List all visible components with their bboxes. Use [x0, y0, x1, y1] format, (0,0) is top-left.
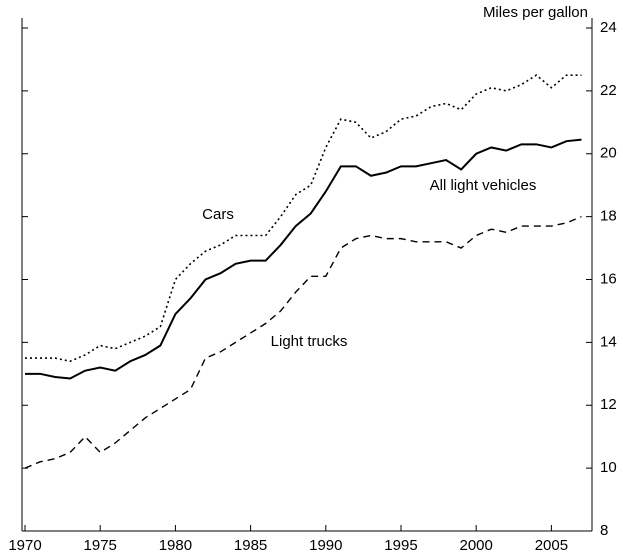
x-tick-label: 1990 — [309, 537, 342, 554]
series-line — [24, 215, 582, 469]
series-label: Cars — [202, 206, 234, 223]
y-tick-label: 22 — [600, 82, 617, 99]
x-tick-label: 1995 — [384, 537, 417, 554]
y-tick-label: 8 — [600, 522, 608, 539]
x-tick-label: 1980 — [159, 537, 192, 554]
series-line — [25, 138, 582, 380]
x-tick-label: 1985 — [234, 537, 267, 554]
y-tick-label: 14 — [600, 333, 617, 350]
series-label: All light vehicles — [430, 177, 537, 194]
y-tick-label: 20 — [600, 145, 617, 162]
x-tick-label: 2000 — [460, 537, 493, 554]
y-axis-label: Miles per gallon — [483, 4, 588, 21]
y-tick-label: 24 — [600, 19, 617, 36]
y-tick-label: 16 — [600, 270, 617, 287]
y-tick-label: 10 — [600, 459, 617, 476]
y-tick-label: 18 — [600, 208, 617, 225]
y-tick-label: 12 — [600, 396, 617, 413]
x-tick-label: 2005 — [535, 537, 568, 554]
x-tick-label: 1975 — [84, 537, 117, 554]
series-line — [25, 74, 582, 363]
x-tick-label: 1970 — [8, 537, 41, 554]
series-label: Light trucks — [271, 333, 348, 350]
